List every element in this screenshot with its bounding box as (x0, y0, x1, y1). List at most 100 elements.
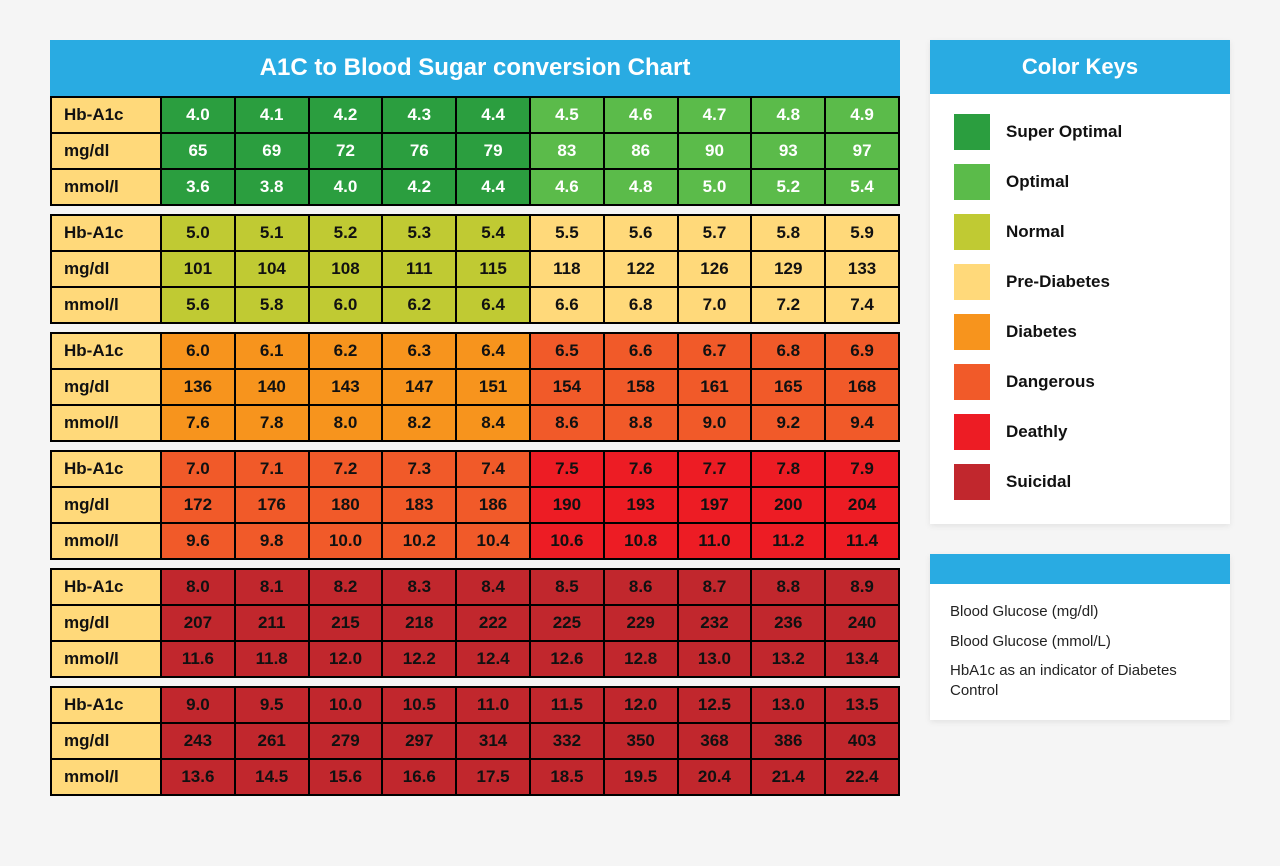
data-cell: 4.4 (455, 170, 529, 204)
data-cell: 4.0 (162, 98, 234, 132)
data-cell: 10.2 (381, 524, 455, 558)
data-cell: 104 (234, 252, 308, 286)
data-cell: 11.5 (529, 688, 603, 722)
legend-item: Pre-Diabetes (954, 264, 1206, 300)
data-cell: 12.0 (308, 642, 382, 676)
data-cell: 5.8 (234, 288, 308, 322)
data-cell: 11.0 (455, 688, 529, 722)
data-cell: 76 (381, 134, 455, 168)
notes-body: Blood Glucose (mg/dl)Blood Glucose (mmol… (930, 584, 1230, 720)
data-cell: 4.8 (603, 170, 677, 204)
data-cell: 5.3 (381, 216, 455, 250)
data-cell: 6.9 (824, 334, 898, 368)
data-cell: 7.0 (677, 288, 751, 322)
table-row: mmol/l11.611.812.012.212.412.612.813.013… (52, 640, 898, 676)
data-cell: 4.9 (824, 98, 898, 132)
data-cell: 5.2 (750, 170, 824, 204)
data-cell: 129 (750, 252, 824, 286)
color-swatch (954, 264, 990, 300)
data-cell: 140 (234, 370, 308, 404)
color-swatch (954, 214, 990, 250)
data-cell: 225 (529, 606, 603, 640)
data-cell: 143 (308, 370, 382, 404)
chart-body: Hb-A1c4.04.14.24.34.44.54.64.74.84.9mg/d… (50, 96, 900, 796)
table-row: mg/dl101104108111115118122126129133 (52, 250, 898, 286)
data-cell: 7.6 (162, 406, 234, 440)
data-cell: 5.6 (603, 216, 677, 250)
row-label: Hb-A1c (52, 452, 162, 486)
data-cell: 4.4 (455, 98, 529, 132)
color-swatch (954, 414, 990, 450)
data-cell: 193 (603, 488, 677, 522)
data-cell: 12.8 (603, 642, 677, 676)
data-cell: 180 (308, 488, 382, 522)
data-cell: 83 (529, 134, 603, 168)
data-cell: 9.8 (234, 524, 308, 558)
data-cell: 133 (824, 252, 898, 286)
table-row: Hb-A1c8.08.18.28.38.48.58.68.78.88.9 (52, 570, 898, 604)
chart-block: Hb-A1c5.05.15.25.35.45.55.65.75.85.9mg/d… (50, 214, 900, 324)
data-cell: 4.5 (529, 98, 603, 132)
data-cell: 3.6 (162, 170, 234, 204)
data-cell: 13.0 (677, 642, 751, 676)
data-cell: 13.2 (750, 642, 824, 676)
data-cell: 6.3 (381, 334, 455, 368)
data-cell: 22.4 (824, 760, 898, 794)
data-cell: 3.8 (234, 170, 308, 204)
data-cell: 4.6 (529, 170, 603, 204)
row-label: Hb-A1c (52, 688, 162, 722)
legend-label: Deathly (1006, 422, 1067, 442)
data-cell: 7.7 (677, 452, 751, 486)
data-cell: 6.2 (381, 288, 455, 322)
legend-item: Optimal (954, 164, 1206, 200)
data-cell: 151 (455, 370, 529, 404)
color-swatch (954, 114, 990, 150)
table-row: Hb-A1c6.06.16.26.36.46.56.66.76.86.9 (52, 334, 898, 368)
data-cell: 7.8 (234, 406, 308, 440)
row-label: mg/dl (52, 134, 162, 168)
legend-item: Dangerous (954, 364, 1206, 400)
data-cell: 7.6 (603, 452, 677, 486)
data-cell: 215 (308, 606, 382, 640)
data-cell: 4.6 (603, 98, 677, 132)
data-cell: 86 (603, 134, 677, 168)
data-cell: 211 (234, 606, 308, 640)
data-cell: 332 (529, 724, 603, 758)
legend-item: Deathly (954, 414, 1206, 450)
data-cell: 7.4 (824, 288, 898, 322)
data-cell: 5.8 (750, 216, 824, 250)
table-row: mg/dl172176180183186190193197200204 (52, 486, 898, 522)
data-cell: 6.6 (529, 288, 603, 322)
note-line: Blood Glucose (mg/dl) (950, 602, 1210, 622)
data-cell: 8.8 (750, 570, 824, 604)
chart-block: Hb-A1c7.07.17.27.37.47.57.67.77.87.9mg/d… (50, 450, 900, 560)
row-label: Hb-A1c (52, 98, 162, 132)
color-swatch (954, 314, 990, 350)
data-cell: 13.6 (162, 760, 234, 794)
sidebar: Color Keys Super OptimalOptimalNormalPre… (930, 40, 1230, 826)
legend-item: Suicidal (954, 464, 1206, 500)
data-cell: 5.5 (529, 216, 603, 250)
table-row: mg/dl243261279297314332350368386403 (52, 722, 898, 758)
data-cell: 12.6 (529, 642, 603, 676)
table-row: mmol/l9.69.810.010.210.410.610.811.011.2… (52, 522, 898, 558)
color-swatch (954, 364, 990, 400)
row-label: mg/dl (52, 370, 162, 404)
table-row: mg/dl65697276798386909397 (52, 132, 898, 168)
data-cell: 5.0 (677, 170, 751, 204)
data-cell: 218 (381, 606, 455, 640)
data-cell: 9.2 (750, 406, 824, 440)
color-keys-panel: Color Keys Super OptimalOptimalNormalPre… (930, 40, 1230, 524)
data-cell: 5.6 (162, 288, 234, 322)
data-cell: 161 (677, 370, 751, 404)
data-cell: 15.6 (308, 760, 382, 794)
table-row: mmol/l5.65.86.06.26.46.66.87.07.27.4 (52, 286, 898, 322)
data-cell: 4.0 (308, 170, 382, 204)
chart-block: Hb-A1c8.08.18.28.38.48.58.68.78.88.9mg/d… (50, 568, 900, 678)
data-cell: 10.0 (308, 688, 382, 722)
data-cell: 5.4 (824, 170, 898, 204)
data-cell: 136 (162, 370, 234, 404)
color-swatch (954, 464, 990, 500)
data-cell: 6.1 (234, 334, 308, 368)
data-cell: 9.0 (162, 688, 234, 722)
